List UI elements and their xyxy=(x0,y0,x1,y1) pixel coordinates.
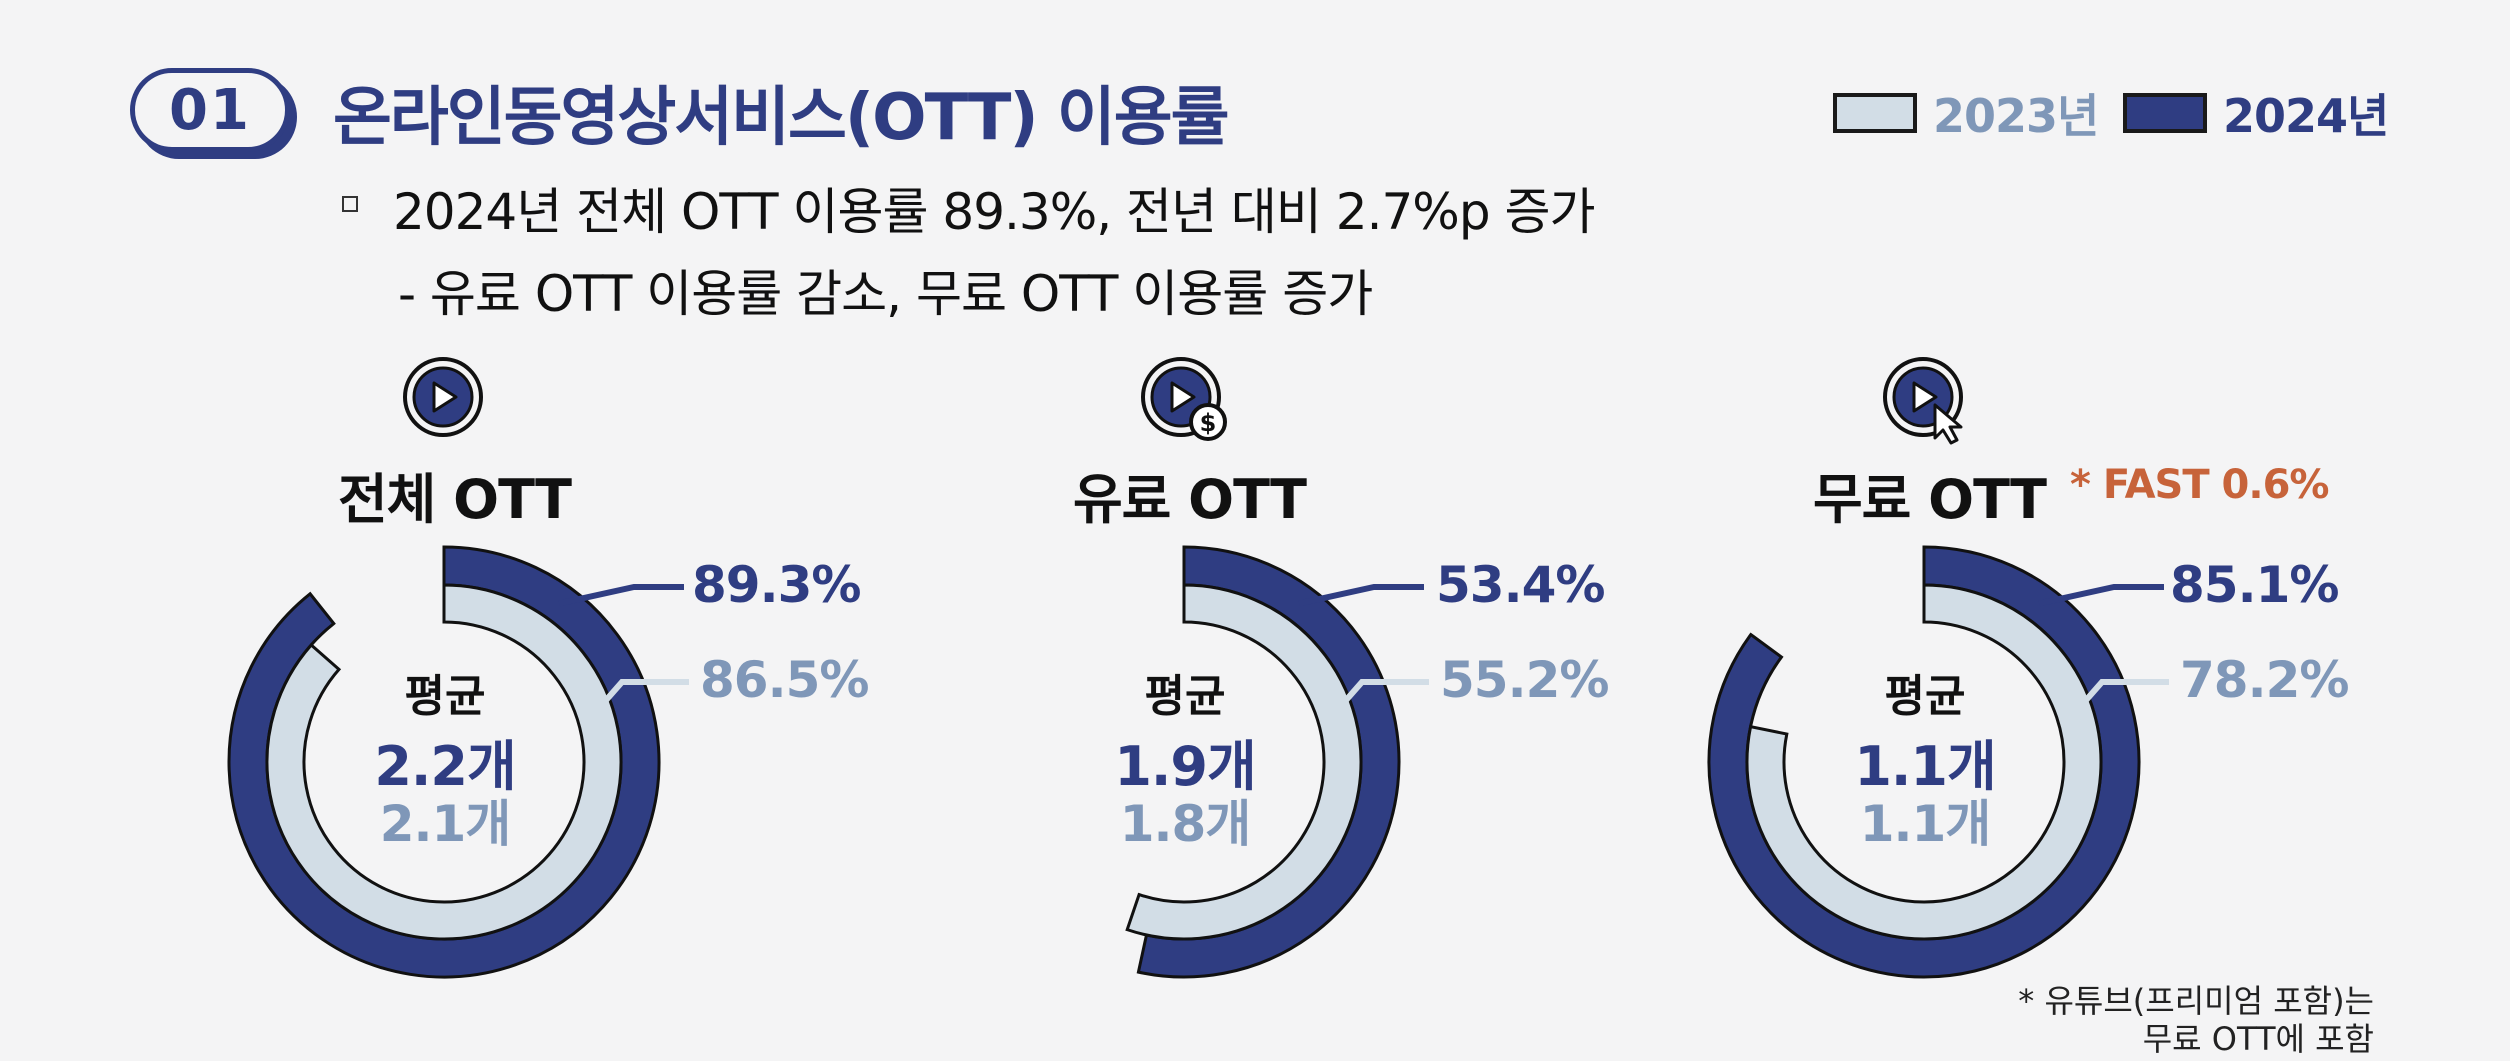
legend-swatch-2024 xyxy=(2123,93,2207,133)
chart-title-paid: 유료 OTT xyxy=(1073,468,1307,531)
avg-2023-free: 1.1개 xyxy=(1859,795,1992,853)
chart-title-free: 무료 OTT xyxy=(1813,468,2047,531)
page-title: 온라인동영상서비스(OTT) 이용률 xyxy=(333,81,1230,155)
avg-label-total: 평균 xyxy=(404,671,486,722)
avg-label-paid: 평균 xyxy=(1144,671,1226,722)
summary-line-2: - 유료 OTT 이용률 감소, 무료 OTT 이용률 증가 xyxy=(398,265,1373,323)
fast-note: * FAST 0.6% xyxy=(2070,462,2329,508)
leader-line-2024-total xyxy=(558,584,684,607)
footnote-line-2: 무료 OTT에 포함 xyxy=(2142,1020,2374,1058)
play-icon xyxy=(403,357,483,437)
legend-label-2023: 2023년 xyxy=(1933,89,2099,143)
leader-line-2024-free xyxy=(2038,584,2164,607)
pct-2024-total: 89.3% xyxy=(692,556,861,614)
legend-item-2023: 2023년 xyxy=(1833,80,2099,146)
summary-line-1: 2024년 전체 OTT 이용률 89.3%, 전년 대비 2.7%p 증가 xyxy=(393,183,1595,241)
legend-item-2024: 2024년 xyxy=(2123,80,2389,146)
leader-line-2023-total xyxy=(592,679,689,716)
avg-2024-paid: 1.9개 xyxy=(1114,735,1256,798)
bullet-square-icon xyxy=(342,196,358,212)
legend-swatch-2023 xyxy=(1833,93,1917,133)
footnote-line-1: * 유튜브(프리미엄 포함)는 xyxy=(2018,982,2374,1020)
donut-arc-2023-paid xyxy=(1125,583,1363,941)
section-number-badge: 01 xyxy=(130,68,290,152)
pct-2023-paid: 55.2% xyxy=(1440,651,1609,709)
pct-2024-paid: 53.4% xyxy=(1436,556,1605,614)
legend-label-2024: 2024년 xyxy=(2223,89,2389,143)
play-dollar-icon: $ xyxy=(1141,357,1227,441)
pct-2023-free: 78.2% xyxy=(2180,651,2349,709)
avg-label-free: 평균 xyxy=(1884,671,1966,722)
chart-title-total: 전체 OTT xyxy=(338,468,572,531)
pct-2024-free: 85.1% xyxy=(2170,556,2339,614)
leader-line-2024-paid xyxy=(1298,584,1424,607)
play-cursor-icon xyxy=(1883,357,1963,445)
donut-arc-2023-free xyxy=(1745,583,2103,941)
leader-line-2023-paid xyxy=(1332,679,1429,716)
avg-2024-free: 1.1개 xyxy=(1854,735,1996,798)
svg-text:$: $ xyxy=(1200,409,1217,437)
avg-2023-total: 2.1개 xyxy=(379,795,512,853)
avg-2023-paid: 1.8개 xyxy=(1119,795,1252,853)
pct-2023-total: 86.5% xyxy=(700,651,869,709)
donut-arc-2023-total xyxy=(265,583,623,941)
avg-2024-total: 2.2개 xyxy=(374,735,516,798)
leader-line-2023-free xyxy=(2072,679,2169,716)
